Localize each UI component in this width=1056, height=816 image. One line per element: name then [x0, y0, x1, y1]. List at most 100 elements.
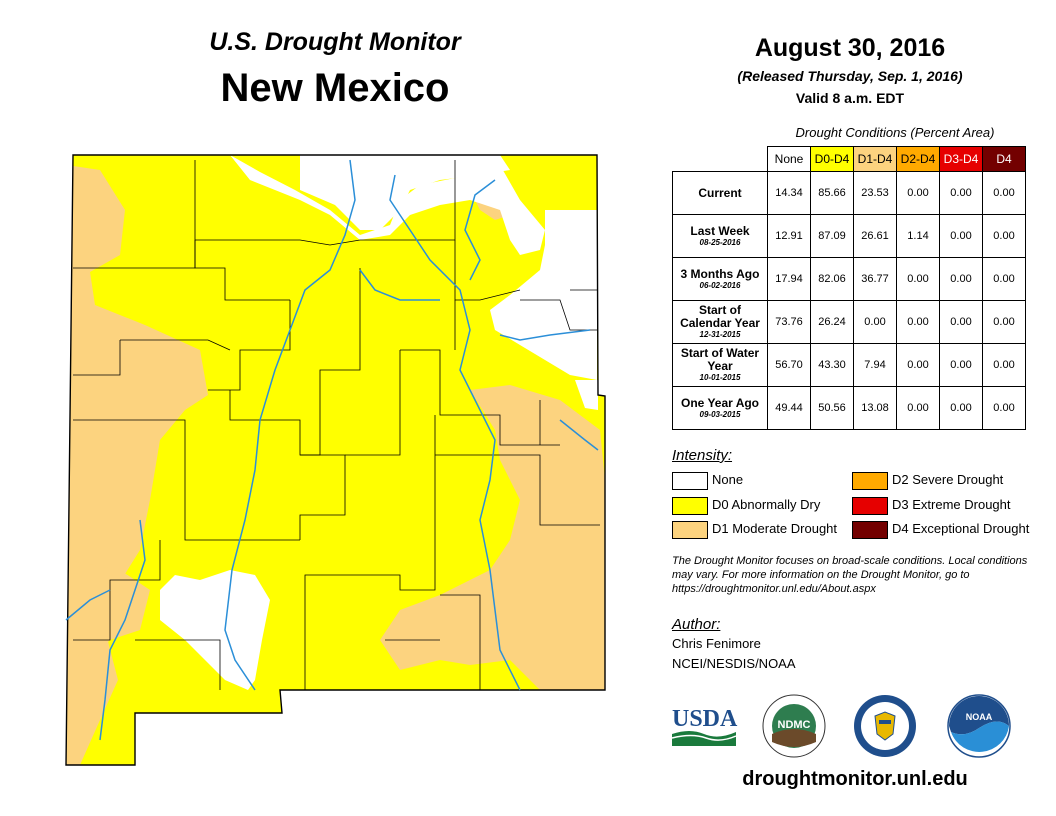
table-cell: 0.00 [939, 300, 983, 344]
table-cell: 50.56 [810, 386, 854, 430]
col-header-d4: D4 [982, 146, 1026, 172]
table-cell: 0.00 [939, 171, 983, 215]
table-cell: 56.70 [767, 343, 811, 387]
table-cell: 0.00 [939, 257, 983, 301]
col-header-d1-d4: D1-D4 [853, 146, 897, 172]
release-date: (Released Thursday, Sep. 1, 2016) [737, 68, 963, 84]
table-cell: 0.00 [896, 257, 940, 301]
ndmc-logo-text: NDMC [778, 719, 811, 731]
row-label-date: 12-31-2015 [699, 330, 741, 339]
table-cell: 73.76 [767, 300, 811, 344]
table-cell: 87.09 [810, 214, 854, 258]
table-cell: 0.00 [982, 214, 1026, 258]
row-label-text: Start of Calendar Year [680, 303, 760, 330]
table-cell: 0.00 [896, 300, 940, 344]
footer-url[interactable]: droughtmonitor.unl.edu [742, 768, 968, 790]
table-cell: 0.00 [982, 386, 1026, 430]
monitor-note: The Drought Monitor focuses on broad-sca… [672, 555, 1028, 595]
legend-swatch-d0 [672, 497, 708, 515]
table-row: 3 Months Ago 06-02-2016 17.94 82.06 36.77 0.0… [672, 257, 1026, 301]
row-label: Start of Water Year 10-01-2015 [672, 343, 768, 387]
table-cell: 0.00 [982, 343, 1026, 387]
table-cell: 23.53 [853, 171, 897, 215]
col-header-none: None [767, 146, 811, 172]
table-cell: 85.66 [810, 171, 854, 215]
table-row: Start of Calendar Year 12-31-2015 73.76 26.… [672, 300, 1026, 344]
row-label-date: 09-03-2015 [699, 409, 741, 419]
table-cell: 0.00 [939, 343, 983, 387]
table-cell: 26.24 [810, 300, 854, 344]
table-cell: 0.00 [982, 257, 1026, 301]
row-label: 3 Months Ago 06-02-2016 [672, 257, 768, 301]
legend-label-d1: D1 Moderate Drought [712, 521, 838, 536]
d1-area-southwest [66, 560, 150, 660]
table-cell: 7.94 [853, 343, 897, 387]
d1-area-east [380, 385, 605, 690]
valid-time: Valid 8 a.m. EDT [795, 90, 905, 106]
table-corner [672, 146, 768, 172]
table-cell: 82.06 [810, 257, 854, 301]
author-title: Author: [672, 616, 721, 633]
legend-label-d4: D4 Exceptional Drought [892, 521, 1030, 536]
row-label-date: 06-02-2016 [699, 280, 741, 290]
table-header-row: None D0-D4 D1-D4 D2-D4 D3-D4 D4 [672, 146, 1026, 172]
row-label-date: 10-01-2015 [699, 373, 741, 382]
table-cell: 13.08 [853, 386, 897, 430]
table-cell: 36.77 [853, 257, 897, 301]
col-header-d3-d4: D3-D4 [939, 146, 983, 172]
county-lines [73, 160, 600, 690]
map-date: August 30, 2016 [754, 34, 946, 62]
legend-swatch-d2 [852, 472, 888, 490]
legend-label-d3: D3 Extreme Drought [892, 497, 1011, 512]
table-cell: 0.00 [982, 171, 1026, 215]
usda-logo-text: USDA [672, 706, 738, 732]
table-cell: 0.00 [853, 300, 897, 344]
none-area-south [160, 570, 270, 690]
table-cell: 0.00 [896, 386, 940, 430]
row-label-date: 08-25-2016 [699, 237, 741, 247]
table-row: One Year Ago 09-03-2015 49.44 50.56 13.08 0.0… [672, 386, 1026, 430]
table-cell: 0.00 [939, 214, 983, 258]
table-cell: 26.61 [853, 214, 897, 258]
author-org: NCEI/NESDIS/NOAA [672, 656, 796, 671]
legend-label-d2: D2 Severe Drought [892, 472, 1004, 487]
rivers [65, 159, 599, 741]
col-header-d0-d4: D0-D4 [810, 146, 854, 172]
table-cell: 1.14 [896, 214, 940, 258]
row-label-text: One Year Ago [680, 395, 760, 410]
row-label-text: 3 Months Ago [680, 266, 760, 281]
row-label: Start of Calendar Year 12-31-2015 [672, 300, 768, 344]
noaa-logo: NOAA [947, 694, 1011, 758]
table-row: Last Week 08-25-2016 12.91 87.09 26.61 1.14 0.… [672, 214, 1026, 258]
conditions-table: None D0-D4 D1-D4 D2-D4 D3-D4 D4 Current 1… [672, 146, 1026, 430]
table-cell: 14.34 [767, 171, 811, 215]
author-name: Chris Fenimore [672, 636, 761, 651]
none-area-east-edge [575, 380, 598, 410]
table-cell: 17.94 [767, 257, 811, 301]
table-row: Current 14.34 85.66 23.53 0.00 0.00 0.00 [672, 171, 1026, 215]
legend-swatch-d1 [672, 521, 708, 539]
legend-label-none: None [712, 472, 744, 487]
table-cell: 0.00 [982, 300, 1026, 344]
legend-swatch-none [672, 472, 708, 490]
table-cell: 12.91 [767, 214, 811, 258]
conditions-title: Drought Conditions (Percent Area) [795, 125, 995, 140]
legend-label-d0: D0 Abnormally Dry [712, 497, 821, 512]
row-label-text: Last Week [690, 223, 750, 238]
table-cell: 49.44 [767, 386, 811, 430]
none-area-northeast [490, 210, 597, 380]
legend-swatch-d3 [852, 497, 888, 515]
row-label: Current [672, 171, 768, 215]
legend-swatch-d4 [852, 521, 888, 539]
new-mexico-drought-map [65, 154, 606, 766]
ndmc-logo: NDMC [762, 694, 826, 758]
col-header-d2-d4: D2-D4 [896, 146, 940, 172]
monitor-title: U.S. Drought Monitor [209, 28, 461, 56]
row-label: One Year Ago 09-03-2015 [672, 386, 768, 430]
table-cell: 0.00 [896, 343, 940, 387]
table-cell: 0.00 [896, 171, 940, 215]
noaa-logo-text: NOAA [966, 712, 993, 722]
table-cell: 43.30 [810, 343, 854, 387]
row-label: Last Week 08-25-2016 [672, 214, 768, 258]
row-label-text: Start of Water Year [680, 346, 760, 373]
